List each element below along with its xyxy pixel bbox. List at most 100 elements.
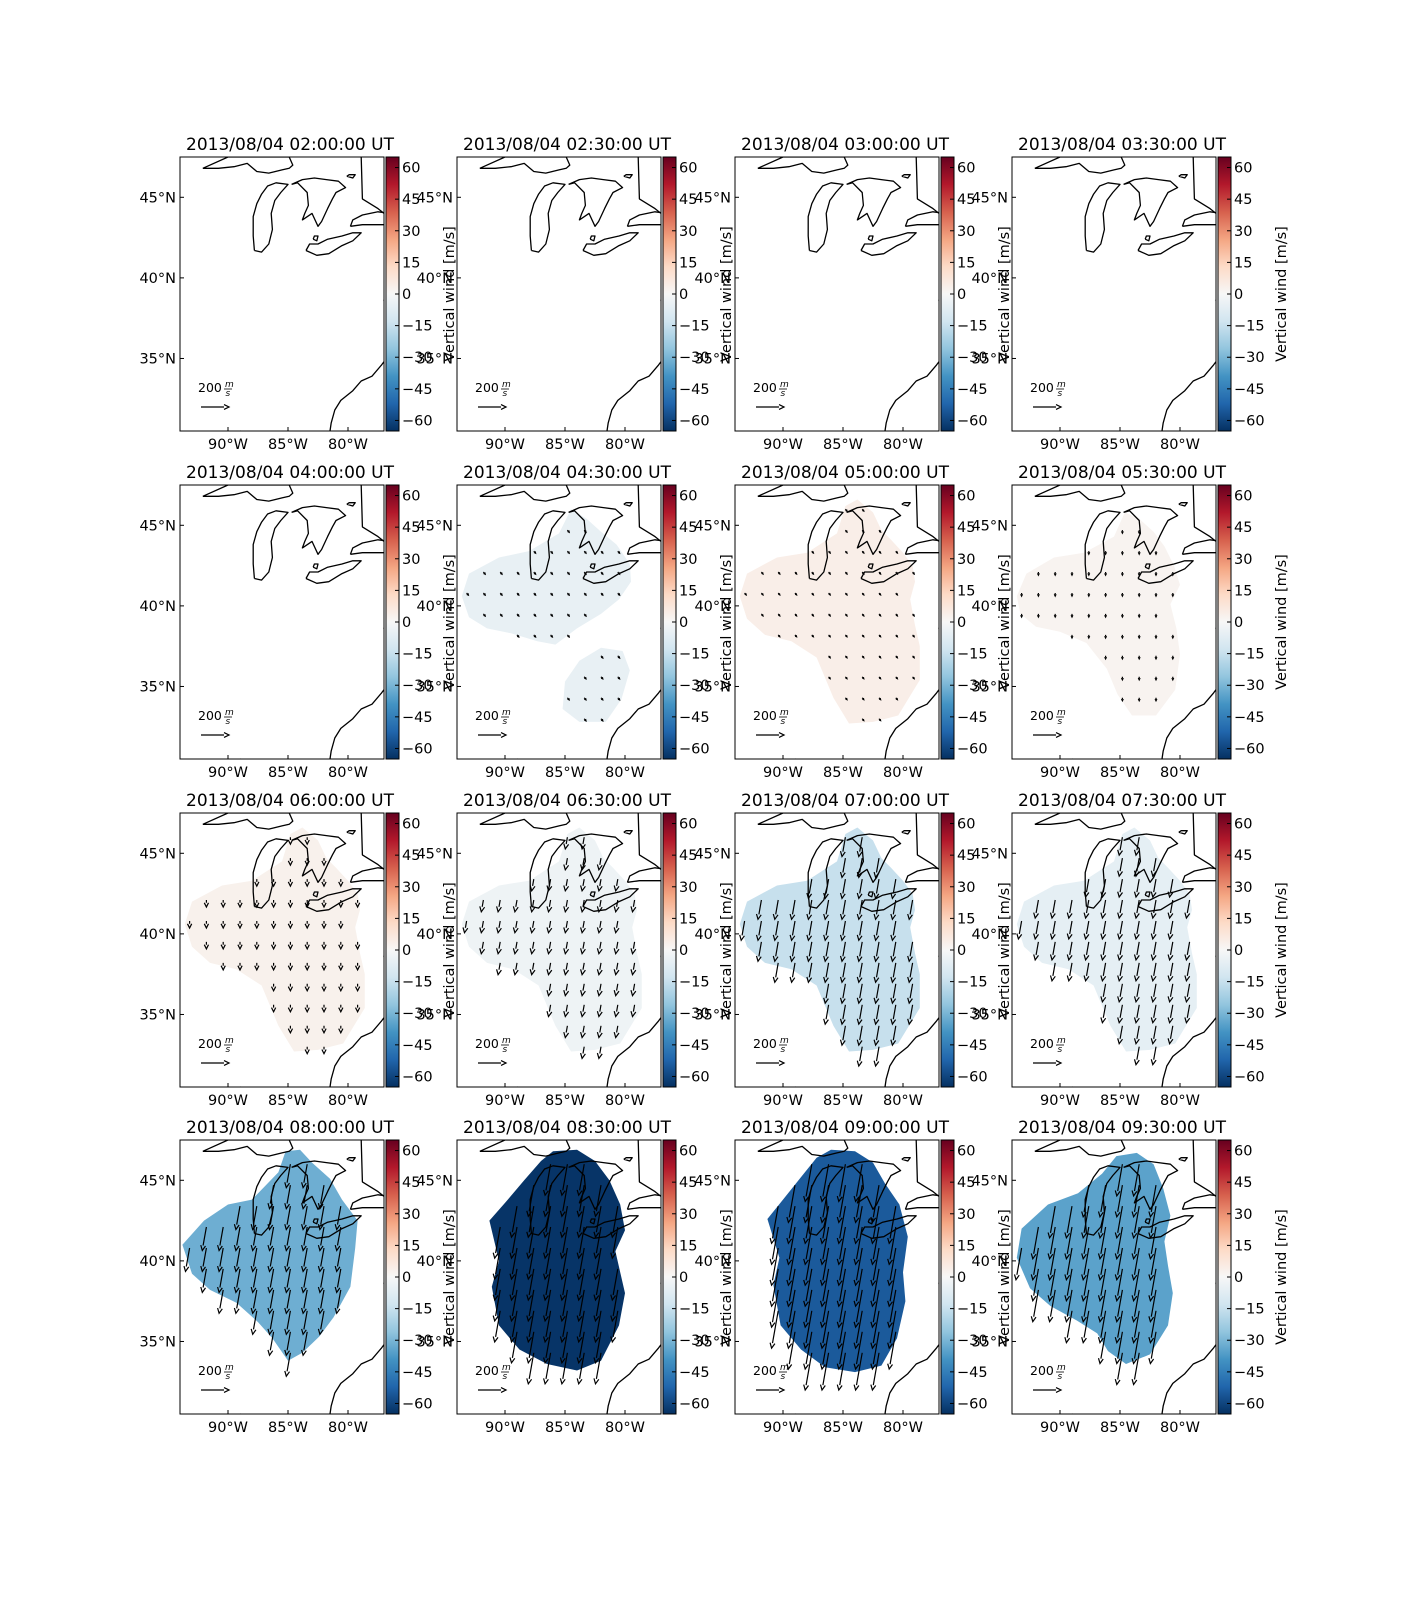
colorbar-tick-label: −30	[957, 1006, 988, 1022]
panel-title: 2013/08/04 04:00:00 UT	[186, 463, 395, 483]
lake-outline	[1181, 539, 1216, 555]
wind-arrow	[354, 962, 361, 972]
wind-arrow	[563, 837, 570, 851]
x-tick-label: 80°W	[883, 1093, 923, 1109]
wind-arrow	[1064, 1247, 1073, 1282]
wind-arrow	[803, 1289, 813, 1329]
lake-outline	[757, 1140, 849, 1157]
wind-arrow	[870, 1247, 880, 1287]
wind-arrow	[516, 634, 520, 638]
lake-outline	[305, 232, 362, 256]
wind-arrow	[220, 921, 226, 930]
y-tick-label: 40°N	[139, 271, 176, 287]
wind-arrow	[1120, 697, 1124, 703]
plot-area	[202, 157, 384, 431]
scale-arrow	[201, 732, 231, 738]
map-frame	[179, 156, 385, 432]
x-tick-label: 85°W	[823, 765, 863, 781]
lake-outline	[568, 505, 624, 555]
wind-arrow	[1016, 920, 1023, 941]
wind-arrow	[526, 1205, 535, 1239]
x-tick-label: 80°W	[605, 437, 645, 453]
wind-arrow	[839, 983, 846, 1005]
wind-arrow	[890, 1004, 897, 1026]
lake-outline	[1034, 813, 1126, 830]
colorbar-tick-label: 30	[679, 1207, 697, 1223]
wind-arrow	[1097, 1289, 1107, 1323]
lake-outline	[757, 813, 849, 830]
vertical-wind-region	[562, 647, 630, 722]
lake-outline	[529, 182, 566, 253]
wind-arrow	[1117, 837, 1123, 857]
wind-arrow	[777, 634, 781, 638]
wind-arrow	[529, 899, 536, 914]
lake-outline	[867, 1218, 874, 1225]
wind-arrow	[1064, 1268, 1073, 1303]
lake-outline	[1123, 1160, 1179, 1210]
colorbar-tick-label: 60	[957, 1144, 975, 1160]
wind-arrow	[1154, 634, 1158, 640]
wind-arrow	[878, 718, 882, 722]
colorbar-tick-label: 45	[1234, 1175, 1252, 1191]
wind-arrow	[823, 920, 830, 942]
colorbar-tick-label: −45	[679, 1365, 710, 1381]
colorbar-tick-label: 30	[679, 224, 697, 240]
wind-arrow	[839, 920, 846, 942]
map-frame	[456, 484, 662, 760]
colorbar-tick-label: −30	[1234, 350, 1265, 366]
vertical-wind-region	[739, 499, 920, 724]
wind-arrow	[1137, 676, 1141, 682]
wind-arrow	[861, 550, 865, 555]
colorbar-tick-label: −60	[679, 1396, 710, 1412]
wind-arrow	[786, 1226, 796, 1266]
wind-arrow	[334, 1289, 342, 1315]
wind-arrow	[583, 697, 587, 701]
x-tick-label: 80°W	[883, 1420, 923, 1436]
wind-arrow	[1081, 1247, 1090, 1282]
wind-arrow	[321, 879, 327, 888]
wind-arrow	[563, 899, 570, 914]
colorbar-tick-label: 15	[957, 255, 975, 271]
lake-outline	[1137, 560, 1194, 584]
wind-arrow	[878, 613, 882, 617]
wind-arrow	[321, 858, 327, 867]
wind-arrow	[301, 1226, 308, 1252]
wind-arrow	[1114, 1205, 1123, 1240]
wind-arrow	[912, 571, 916, 576]
lake-outline	[860, 232, 917, 256]
wind-arrow	[907, 962, 914, 984]
colorbar: 60 45 30 15 0 −15 −30 −45 −60 Vertical wind [m/s]	[662, 812, 735, 1088]
scale-arrow	[756, 1387, 786, 1393]
wind-arrow	[270, 900, 277, 909]
wind-arrow	[1131, 1184, 1140, 1219]
colorbar-label: Vertical wind [m/s]	[719, 554, 735, 690]
wind-arrow	[267, 1226, 275, 1252]
wind-arrow	[1066, 920, 1073, 941]
colorbar-tick-label: 60	[1234, 161, 1252, 177]
wind-arrow	[200, 1226, 207, 1252]
wind-arrow	[596, 899, 603, 914]
colorbar-tick-label: 30	[1234, 880, 1252, 896]
wind-arrow	[1137, 613, 1141, 619]
wind-arrow	[839, 899, 846, 921]
wind-arrow	[1047, 1289, 1056, 1323]
wind-arrow	[543, 1164, 552, 1197]
colorbar-tick-label: 45	[1234, 520, 1252, 536]
wind-arrow	[566, 529, 571, 534]
colorbar-tick-label: 15	[679, 583, 697, 599]
colorbar-tick-label: −60	[679, 1069, 710, 1085]
scale-unit-denominator: s	[226, 389, 231, 399]
lake-outline	[904, 1194, 939, 1210]
wind-arrow	[1150, 1004, 1157, 1025]
wind-arrow	[856, 1004, 863, 1026]
wind-arrow	[550, 550, 554, 555]
map-panel: 2013/08/04 07:30:00 UT 90°W 85°W 80°W 45°N 40…	[971, 791, 1290, 1109]
wind-arrow	[873, 962, 880, 984]
wind-arrow	[583, 613, 587, 618]
wind-arrow	[873, 920, 880, 942]
lake-outline	[904, 867, 939, 883]
wind-arrow	[321, 921, 327, 930]
wind-arrow	[237, 900, 243, 909]
colorbar-tick-label: 45	[1234, 192, 1252, 208]
colorbar-tick-label: 0	[1234, 287, 1243, 303]
